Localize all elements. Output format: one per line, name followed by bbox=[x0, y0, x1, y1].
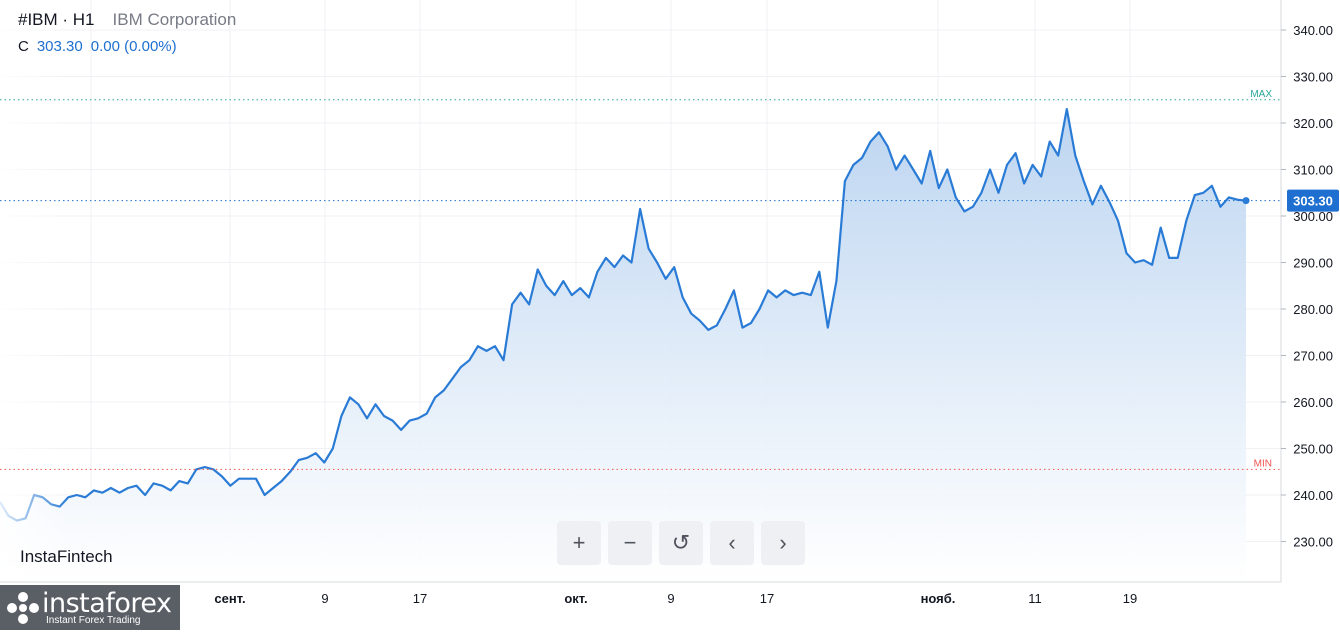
company-name: IBM Corporation bbox=[112, 10, 237, 29]
instaforex-logo[interactable]: instaforex Instant Forex Trading bbox=[0, 585, 180, 630]
plus-icon: + bbox=[572, 530, 586, 555]
x-tick-label: сент. bbox=[214, 591, 245, 606]
max-min-levels: MAX MIN bbox=[0, 89, 1281, 470]
y-tick-label: 310.00 bbox=[1293, 163, 1333, 178]
reset-icon: ↺ bbox=[671, 530, 691, 555]
y-tick-label: 250.00 bbox=[1293, 442, 1333, 457]
y-tick-label: 230.00 bbox=[1293, 535, 1333, 550]
chevron-left-icon: ‹ bbox=[728, 530, 736, 555]
zoom-out-button[interactable]: − bbox=[608, 521, 652, 565]
change-value: 0.00 (0.00%) bbox=[90, 38, 177, 55]
y-tick-label: 320.00 bbox=[1293, 116, 1333, 131]
max-label: MAX bbox=[1250, 89, 1272, 100]
x-tick-label: 17 bbox=[413, 591, 427, 606]
ticker-label[interactable]: #IBM · H1 bbox=[18, 10, 95, 29]
last-price-dot bbox=[1242, 197, 1250, 205]
chart-toolbar: + − ↺ ‹ › bbox=[557, 521, 805, 565]
min-label: MIN bbox=[1254, 458, 1272, 469]
left-fade bbox=[0, 0, 70, 582]
time-axis: сент. 9 17 окт. 9 17 нояб. 11 19 bbox=[0, 581, 1281, 606]
y-tick-label: 340.00 bbox=[1293, 23, 1333, 38]
y-tick-label: 300.00 bbox=[1293, 209, 1333, 224]
zoom-in-button[interactable]: + bbox=[557, 521, 601, 565]
y-tick-label: 290.00 bbox=[1293, 256, 1333, 271]
price-axis: 230.00 240.00 250.00 260.00 270.00 280.00 290.… bbox=[1280, 0, 1333, 582]
scroll-right-button[interactable]: › bbox=[761, 521, 805, 565]
y-tick-label: 260.00 bbox=[1293, 395, 1333, 410]
y-tick-label: 280.00 bbox=[1293, 302, 1333, 317]
close-label: C bbox=[18, 38, 29, 55]
price-tag-box bbox=[1287, 189, 1339, 212]
x-tick-label: окт. bbox=[564, 591, 587, 606]
instaforex-logo-icon bbox=[7, 592, 39, 624]
chevron-right-icon: › bbox=[779, 530, 787, 555]
scroll-left-button[interactable]: ‹ bbox=[710, 521, 754, 565]
price-line bbox=[0, 108, 1247, 522]
price-tag-text: 303.30 bbox=[1293, 194, 1333, 209]
instafintech-watermark: InstaFintech bbox=[20, 547, 113, 566]
reset-button[interactable]: ↺ bbox=[659, 521, 703, 565]
price-area bbox=[0, 109, 1246, 582]
y-tick-label: 330.00 bbox=[1293, 70, 1333, 85]
y-tick-label: 240.00 bbox=[1293, 488, 1333, 503]
logo-name: instaforex bbox=[42, 588, 172, 619]
minus-icon: − bbox=[623, 530, 637, 555]
close-value: 303.30 bbox=[36, 38, 83, 55]
symbol-legend: #IBM · H1 IBM Corporation C 303.30 0.00 … bbox=[18, 10, 236, 55]
x-tick-label: 19 bbox=[1123, 591, 1137, 606]
last-price-tag: 303.30 bbox=[1242, 189, 1339, 212]
x-tick-label: 11 bbox=[1028, 591, 1042, 606]
y-tick-label: 270.00 bbox=[1293, 349, 1333, 364]
logo-tagline: Instant Forex Trading bbox=[46, 615, 141, 626]
x-tick-label: 17 bbox=[760, 591, 774, 606]
x-tick-label: нояб. bbox=[921, 591, 956, 606]
x-tick-label: 9 bbox=[667, 591, 674, 606]
x-tick-label: 9 bbox=[321, 591, 328, 606]
